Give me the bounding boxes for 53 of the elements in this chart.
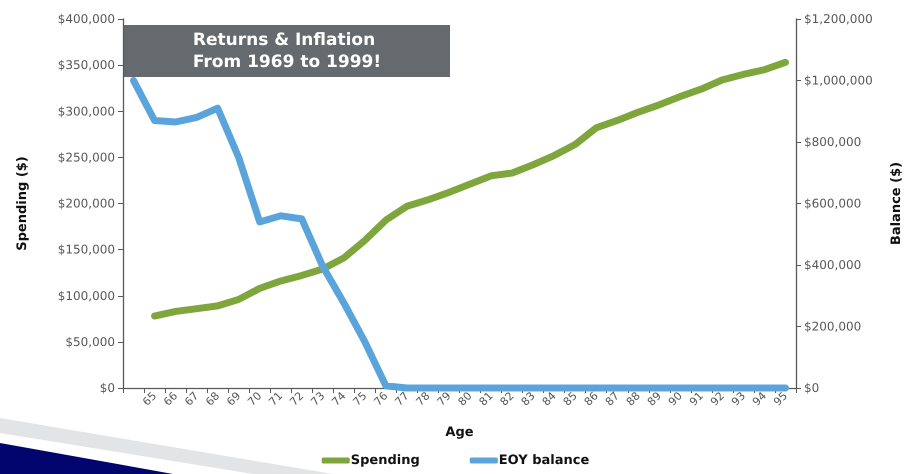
x-tick-label: 76 [371, 389, 390, 408]
x-tick-label: 84 [540, 389, 559, 408]
y-tick-label: $350,000 [58, 58, 115, 72]
y-tick-label: $250,000 [58, 150, 115, 164]
x-tick-label: 67 [182, 389, 202, 408]
x-tick-label: 65 [140, 389, 160, 408]
x-tick-label: 73 [308, 389, 328, 408]
x-tick-label: 78 [413, 389, 433, 408]
y2-tick-label: $0 [804, 381, 820, 395]
x-axis-title: Age [445, 425, 474, 440]
x-tick-label: 70 [245, 389, 264, 408]
x-tick-label: 75 [350, 389, 370, 408]
legend-label: Spending [350, 453, 420, 468]
x-tick-label: 93 [728, 389, 748, 408]
x-tick-label: 82 [498, 389, 517, 408]
x-tick-label: 90 [666, 389, 685, 408]
x-tick-label: 92 [708, 389, 727, 408]
y-tick-label: $300,000 [58, 104, 115, 118]
x-tick-label: 91 [686, 389, 706, 408]
x-tick-label: 72 [287, 389, 306, 408]
x-tick-label: 81 [476, 389, 496, 408]
x-tick-label: 94 [750, 389, 770, 408]
x-tick-label: 79 [434, 389, 454, 408]
x-tick-label: 71 [266, 389, 286, 408]
y2-tick-label: $1,000,000 [804, 74, 873, 88]
x-tick-label: 69 [224, 389, 244, 408]
y-axis-title: Spending ($) [15, 156, 30, 251]
y2-tick-label: $400,000 [804, 258, 862, 272]
x-tick-label: 74 [329, 389, 348, 408]
y-tick-label: $50,000 [65, 334, 115, 349]
y2-tick-label: $1,200,000 [804, 12, 873, 26]
x-tick-label: 80 [456, 389, 475, 408]
y-tick-label: $150,000 [58, 242, 115, 257]
x-tick-label: 87 [602, 389, 622, 408]
y2-axis-title: Balance ($) [889, 162, 904, 246]
x-tick-label: 86 [582, 389, 601, 408]
y-tick-label: $0 [100, 381, 115, 395]
y2-tick-label: $200,000 [804, 320, 862, 334]
y-tick-label: $200,000 [58, 196, 115, 210]
x-tick-label: 66 [161, 389, 180, 408]
y2-tick-label: $800,000 [804, 135, 862, 149]
y-tick-label: $400,000 [58, 12, 115, 26]
x-tick-label: 83 [518, 389, 538, 408]
x-tick-label: 95 [771, 389, 790, 408]
x-tick-label: 88 [624, 389, 643, 408]
text: Returns & Inflation From 1969 to 1999! [192, 30, 382, 72]
x-tick-label: 77 [392, 389, 412, 408]
x-tick-label: 85 [560, 389, 580, 408]
y2-tick-label: $600,000 [804, 196, 862, 210]
legend-label: EOY balance [498, 453, 590, 468]
x-tick-label: 68 [203, 389, 222, 408]
y-tick-label: $100,000 [58, 288, 115, 303]
x-tick-label: 89 [644, 389, 664, 408]
